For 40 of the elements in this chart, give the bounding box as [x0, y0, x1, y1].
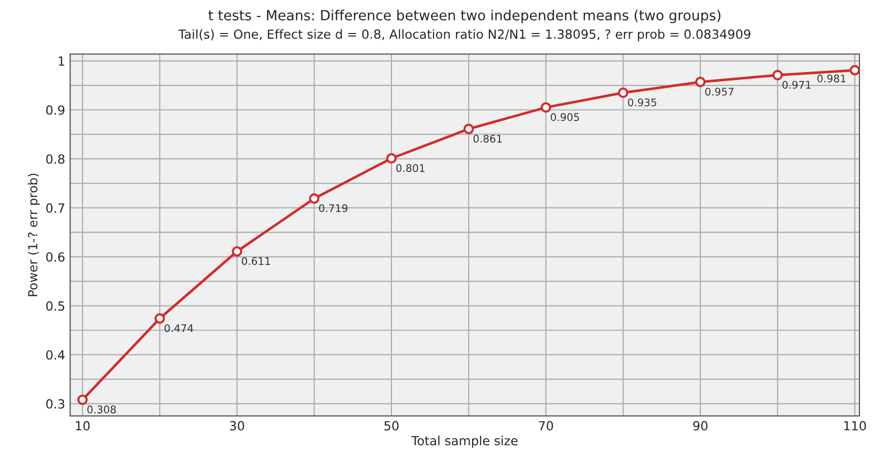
- chart-subtitle: Tail(s) = One, Effect size d = 0.8, Allocation ratio N2/N1 = 1.38095, ? err prob = 0.0834909: [178, 29, 750, 42]
- point: [540, 102, 552, 113]
- x-tick-label: 70: [538, 421, 554, 430]
- data-label: 0.308: [87, 406, 116, 414]
- x-tick-label: 110: [844, 421, 866, 430]
- x-tick-label: 50: [384, 421, 399, 430]
- y-tick-label: 0.8: [46, 154, 64, 164]
- y-axis-title: Power (1-? err prob): [28, 174, 40, 296]
- y-tick-label: 0.3: [46, 399, 64, 409]
- point: [772, 70, 783, 80]
- point: [695, 76, 706, 88]
- data-label: 0.935: [628, 98, 656, 106]
- y-tick-label: 0.4: [46, 350, 65, 360]
- point: [154, 313, 165, 324]
- point: [77, 394, 88, 405]
- point: [309, 193, 320, 204]
- data-label: 0.719: [319, 204, 348, 212]
- y-tick-label: 0.5: [46, 301, 64, 311]
- x-tick-label: 30: [230, 421, 244, 430]
- data-label: 0.801: [396, 164, 424, 172]
- data-label: 0.905: [550, 113, 579, 122]
- point: [618, 88, 628, 98]
- data-label: 0.957: [705, 88, 734, 96]
- data-label: 0.981: [817, 74, 846, 82]
- y-tick-label: 0.6: [46, 252, 65, 262]
- point: [850, 65, 860, 76]
- x-axis-title: Total sample size: [411, 436, 518, 448]
- y-tick-label: 0.7: [46, 203, 64, 213]
- point: [232, 246, 242, 257]
- data-label: 0.971: [782, 80, 811, 89]
- data-label: 0.611: [242, 257, 270, 266]
- point: [386, 153, 397, 164]
- x-tick-label: 90: [693, 421, 708, 430]
- data-label: 0.861: [474, 134, 502, 143]
- point: [463, 124, 474, 134]
- chart-title: t tests - Means: Difference between two independent means (two groups): [208, 10, 720, 24]
- x-tick-label: 10: [76, 421, 90, 430]
- y-tick-label: 1: [58, 56, 64, 66]
- y-tick-label: 0.9: [46, 105, 64, 115]
- data-label: 0.474: [164, 324, 194, 332]
